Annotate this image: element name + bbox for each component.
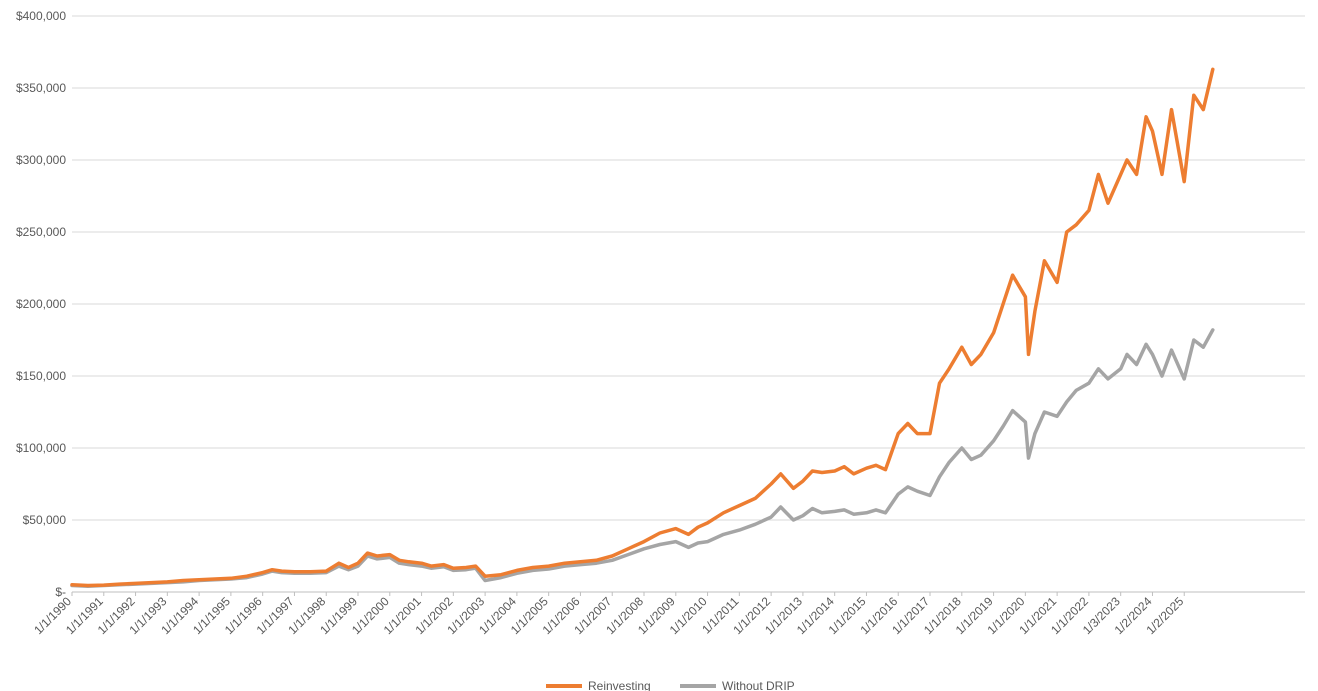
y-tick-label: $350,000: [16, 81, 66, 95]
y-tick-label: $150,000: [16, 369, 66, 383]
legend-label-reinvesting: Reinvesting: [588, 679, 651, 691]
y-tick-label: $100,000: [16, 441, 66, 455]
series-line-without-drip: [70, 328, 1215, 588]
series-lines: [70, 67, 1215, 588]
y-tick-label: $300,000: [16, 153, 66, 167]
x-axis: 1/1/19901/1/19911/1/19921/1/19931/1/1994…: [31, 592, 1187, 637]
gridlines: [72, 15, 1305, 593]
legend: Reinvesting Without DRIP: [546, 679, 795, 691]
series-line-reinvesting: [70, 67, 1215, 588]
legend-label-without-drip: Without DRIP: [722, 679, 795, 691]
y-tick-label: $200,000: [16, 297, 66, 311]
y-tick-label: $50,000: [23, 513, 67, 527]
y-axis: $- $50,000 $100,000 $150,000 $200,000 $250,00…: [16, 9, 66, 599]
y-tick-label: $250,000: [16, 225, 66, 239]
y-tick-label: $-: [55, 585, 66, 599]
y-tick-label: $400,000: [16, 9, 66, 23]
